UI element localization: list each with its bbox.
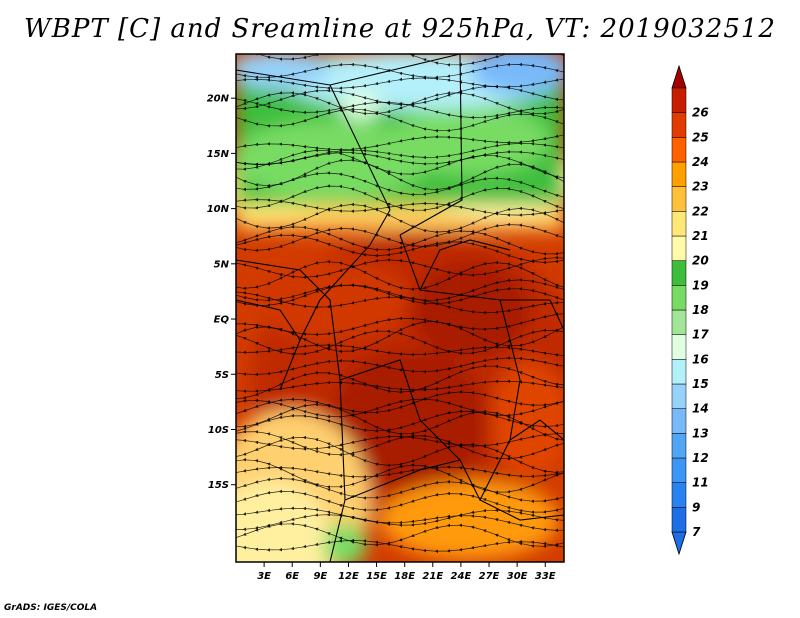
streamlines [236, 54, 564, 554]
colorbar-over-triangle [671, 64, 687, 89]
country-borders [236, 54, 564, 562]
plot-frame [235, 53, 565, 563]
lat-tick-label: EQ [214, 315, 230, 326]
lat-tick-label: 20N [207, 94, 230, 105]
colorbar-swatch [671, 408, 687, 434]
streamline [242, 54, 564, 67]
colorbar-swatch [671, 87, 687, 113]
colorbar-swatch [671, 359, 687, 385]
colorbar-label: 18 [692, 303, 709, 317]
colorbar-swatch [671, 482, 687, 508]
colorbar-swatch [671, 211, 687, 237]
colorbar-swatch [671, 285, 687, 311]
lon-tick-label: 15E [366, 571, 387, 582]
colorbar-swatch [671, 383, 687, 409]
colorbar-label: 17 [692, 328, 709, 342]
colorbar-swatch [671, 334, 687, 360]
lon-tick-label: 33E [535, 571, 556, 582]
lat-tick-label: 5N [214, 259, 230, 270]
colorbar-swatch [671, 186, 687, 212]
colorbar-label: 22 [692, 204, 709, 218]
latitude-axis: 20N 15N 10N 5N EQ 5S 10S 15S [207, 94, 236, 491]
colorbar-swatch [671, 507, 687, 533]
colorbar-label: 24 [692, 155, 709, 169]
lon-tick-label: 9E [313, 571, 327, 582]
colorbar-label: 16 [692, 352, 709, 366]
colorbar-label: 9 [692, 500, 700, 514]
colorbar-swatch [671, 137, 687, 163]
colorbar-label: 11 [692, 476, 709, 490]
colorbar-under-triangle [671, 531, 687, 556]
colorbar-swatch [671, 112, 687, 138]
colorbar-label: 23 [692, 180, 709, 194]
lat-tick-label: 15S [208, 480, 229, 491]
colorbar: 7 9 11 12 13 14 15 16 17 18 19 20 21 22 23 24 25 26 [671, 64, 709, 556]
colorbar-label: 21 [692, 229, 709, 243]
streamline [236, 379, 564, 394]
colorbar-label: 12 [692, 451, 709, 465]
lon-tick-label: 3E [257, 571, 271, 582]
lon-tick-label: 24E [451, 571, 472, 582]
map-title: WBPT [C] and Sreamline at 925hPa, VT: 20… [24, 14, 776, 44]
colorbar-label: 13 [692, 426, 709, 440]
colorbar-label: 19 [692, 278, 709, 292]
lon-tick-label: 18E [394, 571, 415, 582]
streamline [236, 538, 564, 554]
lat-tick-label: 10N [207, 204, 230, 215]
grads-credit: GrADS: IGES/COLA [4, 603, 98, 613]
colorbar-label: 25 [692, 130, 709, 144]
colorbar-label: 26 [692, 106, 709, 120]
longitude-axis: 3E 6E 9E 12E 15E 18E 21E 24E 27E 30E 33E [257, 562, 556, 582]
colorbar-swatch [671, 309, 687, 335]
colorbar-swatch [671, 235, 687, 261]
streamline [236, 62, 564, 80]
colorbar-label: 7 [692, 525, 701, 539]
streamline [236, 107, 564, 133]
colorbar-swatch [671, 260, 687, 286]
lat-tick-label: 5S [215, 370, 229, 381]
wbpt-field [236, 54, 564, 562]
colorbar-swatch [671, 161, 687, 187]
lon-tick-label: 21E [422, 571, 443, 582]
colorbar-swatch [671, 433, 687, 459]
lon-tick-label: 30E [507, 571, 528, 582]
colorbar-label: 15 [692, 377, 709, 391]
lon-tick-label: 27E [479, 571, 500, 582]
colorbar-swatch [671, 457, 687, 483]
lon-tick-label: 6E [285, 571, 299, 582]
lat-tick-label: 15N [207, 149, 230, 160]
colorbar-label: 14 [692, 402, 709, 416]
streamline [236, 291, 564, 315]
lat-tick-label: 10S [208, 425, 229, 436]
lon-tick-label: 12E [338, 571, 359, 582]
colorbar-label: 20 [692, 254, 709, 268]
